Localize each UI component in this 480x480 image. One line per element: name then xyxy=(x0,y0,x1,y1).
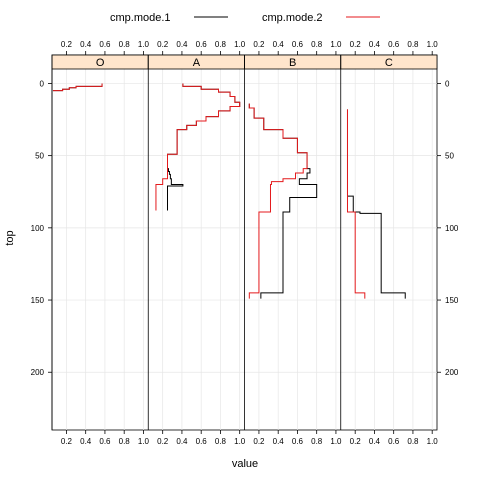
panel-C: C 0.2 0.2 0.4 0.4 0.6 0.6 0.8 0.8 1.0 1.0 xyxy=(341,40,439,446)
x-tick-label-top: 0.6 xyxy=(99,40,111,49)
y-tick-label-right: 100 xyxy=(445,224,459,233)
strip-label: B xyxy=(289,57,296,69)
x-tick-label-top: 1.0 xyxy=(138,40,150,49)
x-tick-label-top: 0.2 xyxy=(253,40,265,49)
x-tick-label-bottom: 0.4 xyxy=(176,437,188,446)
y-tick-label-left: 100 xyxy=(31,224,45,233)
x-tick-label-top: 0.6 xyxy=(196,40,208,49)
x-tick-label-bottom: 0.6 xyxy=(99,437,111,446)
x-tick-label-bottom: 1.0 xyxy=(330,437,342,446)
legend-item-cmp.mode.1: cmp.mode.1 xyxy=(110,12,228,24)
x-tick-label-bottom: 0.2 xyxy=(61,437,73,446)
panel-O: O 0.2 0.2 0.4 0.4 0.6 0.6 0.8 0.8 1.0 1.0 xyxy=(52,40,150,446)
x-tick-label-top: 0.2 xyxy=(350,40,362,49)
x-tick-label-bottom: 0.2 xyxy=(253,437,265,446)
x-tick-label-top: 0.8 xyxy=(407,40,419,49)
x-tick-label-bottom: 0.6 xyxy=(388,437,400,446)
x-tick-label-bottom: 1.0 xyxy=(234,437,246,446)
legend: cmp.mode.1 cmp.mode.2 xyxy=(110,12,380,24)
panel-A: A 0.2 0.2 0.4 0.4 0.6 0.6 0.8 0.8 1.0 1.0 xyxy=(148,40,246,446)
panel-B: B 0.2 0.2 0.4 0.4 0.6 0.6 0.8 0.8 1.0 1.0 xyxy=(245,40,343,446)
series-line-cmp.mode.1 xyxy=(347,109,405,298)
legend-item-cmp.mode.2: cmp.mode.2 xyxy=(262,12,380,24)
legend-label: cmp.mode.1 xyxy=(110,12,171,24)
x-tick-label-top: 0.8 xyxy=(215,40,227,49)
x-tick-label-bottom: 0.2 xyxy=(350,437,362,446)
x-tick-label-bottom: 0.8 xyxy=(407,437,419,446)
x-tick-label-top: 0.4 xyxy=(273,40,285,49)
x-tick-label-bottom: 0.6 xyxy=(196,437,208,446)
panels: O 0.2 0.2 0.4 0.4 0.6 0.6 0.8 0.8 1.0 1.0 A 0.2 0.2 0.… xyxy=(31,40,459,446)
x-tick-label-bottom: 0.2 xyxy=(157,437,169,446)
x-tick-label-top: 0.4 xyxy=(369,40,381,49)
strip-label: A xyxy=(193,57,201,69)
y-tick-label-right: 50 xyxy=(445,152,454,161)
y-axis-title: top xyxy=(4,230,16,245)
x-tick-label-bottom: 0.4 xyxy=(80,437,92,446)
x-tick-label-bottom: 0.4 xyxy=(273,437,285,446)
series-line-cmp.mode.2 xyxy=(156,83,240,210)
x-tick-label-top: 1.0 xyxy=(427,40,439,49)
x-tick-label-bottom: 0.8 xyxy=(215,437,227,446)
x-tick-label-top: 0.6 xyxy=(388,40,400,49)
x-tick-label-top: 0.2 xyxy=(61,40,73,49)
legend-label: cmp.mode.2 xyxy=(262,12,323,24)
y-tick-label-left: 0 xyxy=(40,79,45,88)
x-tick-label-bottom: 0.6 xyxy=(292,437,304,446)
x-tick-label-bottom: 0.4 xyxy=(369,437,381,446)
y-tick-label-right: 200 xyxy=(445,368,459,377)
x-tick-label-bottom: 1.0 xyxy=(427,437,439,446)
x-tick-label-bottom: 0.8 xyxy=(119,437,131,446)
strip-label: O xyxy=(96,57,105,69)
series-line-cmp.mode.1 xyxy=(168,83,240,210)
x-tick-label-top: 0.2 xyxy=(157,40,169,49)
series-line-cmp.mode.2 xyxy=(347,109,364,298)
y-tick-label-left: 50 xyxy=(35,152,44,161)
x-tick-label-bottom: 1.0 xyxy=(138,437,150,446)
x-tick-label-top: 0.6 xyxy=(292,40,304,49)
y-tick-label-left: 200 xyxy=(31,368,45,377)
series-line-cmp.mode.1 xyxy=(53,83,102,90)
strip-label: C xyxy=(385,57,393,69)
series-line-cmp.mode.2 xyxy=(53,83,102,90)
x-tick-label-top: 0.4 xyxy=(80,40,92,49)
x-tick-label-top: 0.4 xyxy=(176,40,188,49)
y-tick-label-left: 150 xyxy=(31,296,45,305)
x-tick-label-top: 0.8 xyxy=(311,40,323,49)
x-tick-label-top: 1.0 xyxy=(330,40,342,49)
x-tick-label-bottom: 0.8 xyxy=(311,437,323,446)
y-tick-label-right: 0 xyxy=(445,79,450,88)
x-axis-title: value xyxy=(232,458,258,470)
y-tick-label-right: 150 xyxy=(445,296,459,305)
x-tick-label-top: 0.8 xyxy=(119,40,131,49)
x-tick-label-top: 1.0 xyxy=(234,40,246,49)
